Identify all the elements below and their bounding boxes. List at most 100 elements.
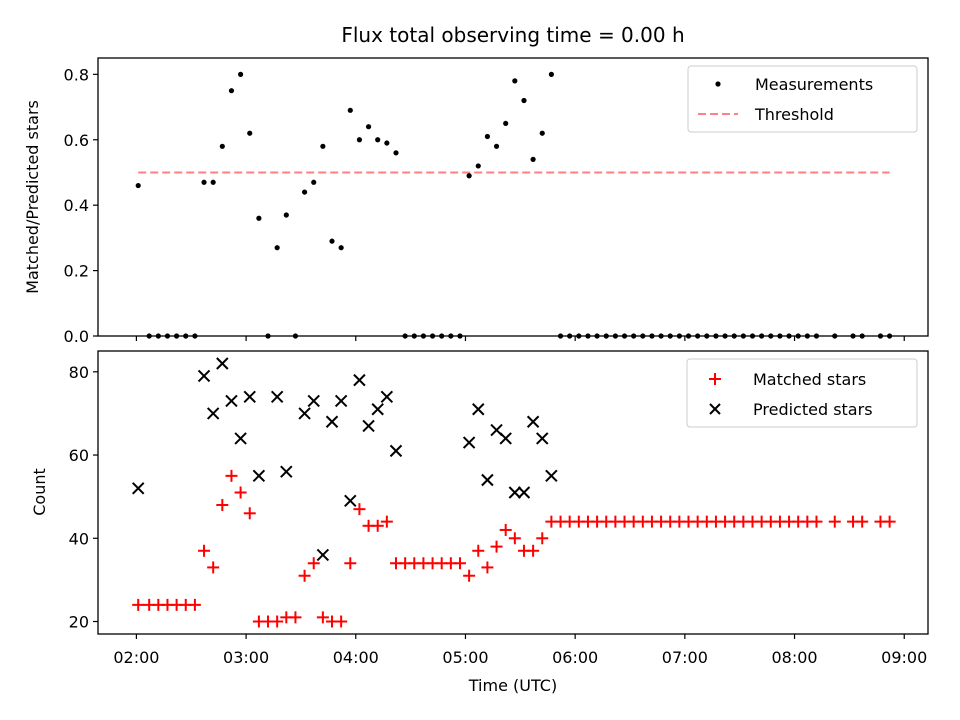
matched-star-point	[463, 569, 476, 582]
x-tick-label: 08:00	[771, 648, 817, 667]
predicted-star-point	[344, 494, 357, 508]
predicted-star-point	[472, 403, 485, 416]
matched-star-point	[225, 469, 238, 482]
measurement-point	[503, 120, 509, 127]
legend-predicted-marker	[709, 403, 721, 415]
measurement-point	[347, 107, 353, 113]
predicted-star-point	[526, 415, 540, 428]
predicted-star-point	[462, 436, 476, 449]
predicted-star-point	[216, 357, 229, 370]
ratio-legend: Measurements Threshold	[687, 65, 918, 133]
matched-star-point	[490, 540, 503, 553]
matched-star-point	[453, 557, 466, 570]
measurement-point	[393, 150, 399, 156]
predicted-star-point	[307, 394, 320, 408]
x-axis-label: Time (UTC)	[468, 676, 557, 695]
measurement-point	[320, 143, 326, 149]
predicted-star-point	[545, 469, 558, 483]
predicted-star-point	[371, 403, 384, 416]
matched-star-point	[481, 561, 494, 574]
ratio-panel-frame	[97, 57, 929, 337]
measurement-point	[329, 238, 335, 244]
predicted-star-point	[536, 432, 549, 445]
y-tick-label: 0.0	[64, 327, 89, 346]
measurement-point	[201, 179, 207, 185]
measurement-point	[311, 179, 317, 185]
matched-star-point	[499, 523, 512, 536]
count-panel: 20 40 60 80 02:00 03:00 04:00 05:00 06:00 07:00 0…	[30, 350, 929, 695]
y-tick-label: 60	[69, 446, 89, 465]
predicted-star-point	[252, 469, 266, 483]
predicted-star-point	[353, 373, 366, 387]
x-tick-label: 07:00	[662, 648, 708, 667]
matched-star-point	[828, 515, 841, 528]
matched-star-point	[536, 532, 549, 545]
predicted-star-point	[517, 486, 531, 499]
count-legend: Matched stars Predicted stars	[686, 358, 918, 428]
y-tick-label: 20	[69, 613, 89, 632]
predicted-star-point	[389, 444, 403, 458]
measurement-point	[548, 71, 554, 77]
matched-star-point	[289, 611, 302, 624]
predicted-star-point	[206, 407, 220, 420]
matched-star-point	[188, 598, 201, 611]
matched-star-point	[307, 557, 320, 570]
measurement-point	[247, 130, 253, 136]
matched-star-point	[472, 544, 485, 557]
predicted-star-point	[362, 419, 375, 433]
y-tick-label: 0.8	[64, 65, 89, 84]
legend-threshold-label: Threshold	[754, 105, 834, 124]
measurement-point	[210, 179, 216, 185]
matched-star-point	[216, 498, 229, 511]
matched-star-point	[207, 561, 220, 574]
matched-star-point	[883, 515, 896, 528]
predicted-star-point	[298, 407, 311, 420]
x-tick-label: 02:00	[113, 648, 159, 667]
ratio-panel: 0.00.20.40.60.8 Matched/Predicted stars …	[23, 57, 929, 346]
legend-matched-marker	[709, 373, 721, 385]
count-panel-frame	[97, 350, 929, 635]
measurement-point	[475, 163, 481, 169]
y-tick-label: 80	[69, 363, 89, 382]
measurement-point	[375, 137, 381, 143]
x-tick-label: 05:00	[442, 648, 488, 667]
ratio-y-axis-label: Matched/Predicted stars	[23, 100, 42, 294]
measurement-point	[521, 97, 527, 104]
legend-measurements-marker	[715, 81, 721, 87]
measurement-point	[237, 71, 244, 77]
measurement-point	[530, 156, 536, 162]
matched-star-point	[335, 615, 348, 628]
matched-star-point	[380, 515, 393, 528]
measurement-point	[219, 143, 225, 149]
predicted-star-point	[270, 390, 284, 403]
matched-star-point	[810, 515, 823, 528]
matched-star-point	[271, 615, 284, 628]
matched-star-point	[316, 611, 329, 624]
matched-star-point	[234, 486, 247, 499]
predicted-star-point	[280, 465, 293, 478]
matched-star-point	[527, 544, 540, 557]
matched-star-point	[344, 557, 357, 570]
matched-star-point	[353, 503, 366, 516]
matched-star-point	[508, 532, 521, 545]
chart-title: Flux total observing time = 0.00 h	[341, 23, 684, 47]
measurement-point	[301, 189, 308, 195]
predicted-star-point	[334, 394, 348, 408]
measurement-point	[365, 124, 372, 130]
x-tick-label: 06:00	[552, 648, 598, 667]
measurement-point	[466, 173, 472, 179]
measurement-point	[256, 215, 262, 221]
measurement-point	[135, 182, 141, 189]
matched-star-point	[198, 544, 211, 557]
legend-matched-label: Matched stars	[753, 370, 866, 389]
predicted-star-point	[243, 390, 256, 403]
predicted-star-point	[132, 482, 145, 495]
matched-star-point	[856, 515, 869, 528]
measurement-point	[338, 245, 344, 251]
measurement-point	[228, 88, 235, 94]
y-tick-label: 0.6	[64, 131, 89, 150]
measurement-point	[384, 140, 390, 146]
predicted-star-point	[316, 548, 330, 562]
measurement-point	[512, 78, 518, 84]
measurement-point	[493, 143, 500, 149]
